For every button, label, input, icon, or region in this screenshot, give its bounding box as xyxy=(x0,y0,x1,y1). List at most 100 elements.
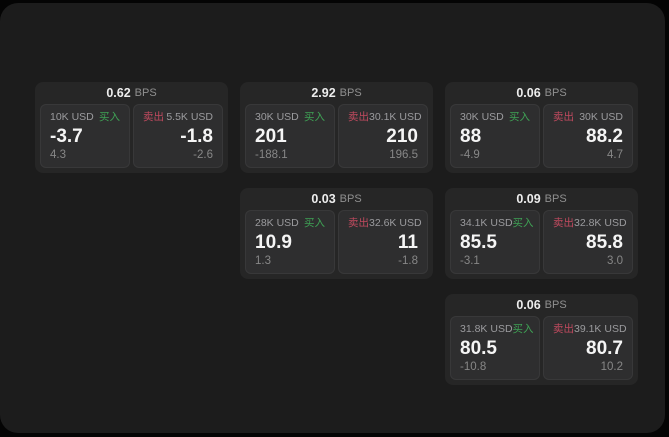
quote-card: 0.62 BPS 10K USD 买入 -3.7 4.3 卖出 5.5K USD xyxy=(35,82,228,173)
buy-tile-top: 31.8K USD 买入 xyxy=(460,323,534,336)
buy-sub-value: 4.3 xyxy=(50,149,66,161)
buy-tile[interactable]: 34.1K USD 买入 85.5 -3.1 xyxy=(450,210,540,274)
quote-card: 2.92 BPS 30K USD 买入 201 -188.1 卖出 30.1K … xyxy=(240,82,433,173)
sell-sub-value: 196.5 xyxy=(389,149,418,161)
sell-tile-top: 卖出 39.1K USD xyxy=(553,323,627,336)
buy-notional: 30K USD xyxy=(255,111,299,123)
buy-sub-value: -4.9 xyxy=(460,149,480,161)
buy-tile-top: 10K USD 买入 xyxy=(50,111,120,124)
sell-tile[interactable]: 卖出 30.1K USD 210 196.5 xyxy=(338,104,428,168)
sell-side-label: 卖出 xyxy=(553,111,574,123)
sell-tile-top: 卖出 30K USD xyxy=(553,111,623,124)
buy-tile[interactable]: 10K USD 买入 -3.7 4.3 xyxy=(40,104,130,168)
buy-price: 10.9 xyxy=(255,232,292,253)
buy-tile-top: 28K USD 买入 xyxy=(255,217,325,230)
bps-value: 0.06 xyxy=(516,86,541,100)
sell-side-label: 卖出 xyxy=(348,217,369,229)
price-tiles: 31.8K USD 买入 80.5 -10.8 卖出 39.1K USD 80.… xyxy=(445,313,638,385)
sell-tile-top: 卖出 32.8K USD xyxy=(553,217,627,230)
buy-notional: 31.8K USD xyxy=(460,323,513,335)
sell-side-label: 卖出 xyxy=(553,323,574,335)
buy-sub-value: -10.8 xyxy=(460,361,487,373)
bps-unit-label: BPS xyxy=(134,87,157,99)
sell-tile-top: 卖出 30.1K USD xyxy=(348,111,422,124)
sell-sub-value: -2.6 xyxy=(193,149,213,161)
sell-notional: 30K USD xyxy=(579,111,623,123)
price-tiles: 34.1K USD 买入 85.5 -3.1 卖出 32.8K USD 85.8… xyxy=(445,207,638,279)
quote-card: 0.06 BPS 30K USD 买入 88 -4.9 卖出 30K USD xyxy=(445,82,638,173)
bps-header: 0.06 BPS xyxy=(445,294,638,313)
buy-price: 201 xyxy=(255,126,287,147)
sell-price: 80.7 xyxy=(586,338,623,359)
sell-tile[interactable]: 卖出 39.1K USD 80.7 10.2 xyxy=(543,316,633,380)
sell-tile[interactable]: 卖出 32.6K USD 11 -1.8 xyxy=(338,210,428,274)
sell-sub-value: 10.2 xyxy=(600,361,623,373)
quote-cards-grid: 0.62 BPS 10K USD 买入 -3.7 4.3 卖出 5.5K USD xyxy=(35,82,638,385)
buy-price: 85.5 xyxy=(460,232,497,253)
sell-notional: 30.1K USD xyxy=(369,111,422,123)
bps-unit-label: BPS xyxy=(339,87,362,99)
sell-price: -1.8 xyxy=(180,126,213,147)
buy-side-label: 买入 xyxy=(304,217,325,229)
bps-header: 2.92 BPS xyxy=(240,82,433,101)
sell-tile[interactable]: 卖出 30K USD 88.2 4.7 xyxy=(543,104,633,168)
sell-tile[interactable]: 卖出 32.8K USD 85.8 3.0 xyxy=(543,210,633,274)
buy-notional: 30K USD xyxy=(460,111,504,123)
buy-side-label: 买入 xyxy=(509,111,530,123)
buy-side-label: 买入 xyxy=(512,323,534,335)
buy-tile-top: 30K USD 买入 xyxy=(460,111,530,124)
buy-notional: 10K USD xyxy=(50,111,94,123)
sell-tile-top: 卖出 5.5K USD xyxy=(143,111,213,124)
bps-unit-label: BPS xyxy=(544,193,567,205)
quote-card: 0.03 BPS 28K USD 买入 10.9 1.3 卖出 32.6K US… xyxy=(240,188,433,279)
quotes-panel: 0.62 BPS 10K USD 买入 -3.7 4.3 卖出 5.5K USD xyxy=(0,3,665,433)
sell-notional: 5.5K USD xyxy=(166,111,213,123)
sell-notional: 32.6K USD xyxy=(369,217,422,229)
price-tiles: 30K USD 买入 201 -188.1 卖出 30.1K USD 210 1… xyxy=(240,101,433,173)
buy-tile-top: 30K USD 买入 xyxy=(255,111,325,124)
bps-value: 0.62 xyxy=(106,86,131,100)
bps-value: 2.92 xyxy=(311,86,336,100)
buy-notional: 28K USD xyxy=(255,217,299,229)
sell-tile[interactable]: 卖出 5.5K USD -1.8 -2.6 xyxy=(133,104,223,168)
sell-sub-value: 4.7 xyxy=(607,149,623,161)
price-tiles: 28K USD 买入 10.9 1.3 卖出 32.6K USD 11 -1.8 xyxy=(240,207,433,279)
buy-price: 88 xyxy=(460,126,482,147)
price-tiles: 10K USD 买入 -3.7 4.3 卖出 5.5K USD -1.8 -2.… xyxy=(35,101,228,173)
buy-side-label: 买入 xyxy=(99,111,120,123)
price-tiles: 30K USD 买入 88 -4.9 卖出 30K USD 88.2 4.7 xyxy=(445,101,638,173)
buy-tile[interactable]: 30K USD 买入 88 -4.9 xyxy=(450,104,540,168)
buy-tile[interactable]: 31.8K USD 买入 80.5 -10.8 xyxy=(450,316,540,380)
buy-side-label: 买入 xyxy=(304,111,325,123)
buy-price: -3.7 xyxy=(50,126,83,147)
sell-side-label: 卖出 xyxy=(553,217,574,229)
bps-value: 0.06 xyxy=(516,298,541,312)
bps-unit-label: BPS xyxy=(544,299,567,311)
quote-card: 0.06 BPS 31.8K USD 买入 80.5 -10.8 卖出 39.1… xyxy=(445,294,638,385)
quote-card: 0.09 BPS 34.1K USD 买入 85.5 -3.1 卖出 32.8K… xyxy=(445,188,638,279)
buy-tile-top: 34.1K USD 买入 xyxy=(460,217,534,230)
buy-notional: 34.1K USD xyxy=(460,217,513,229)
buy-sub-value: 1.3 xyxy=(255,255,271,267)
sell-side-label: 卖出 xyxy=(143,111,164,123)
buy-tile[interactable]: 30K USD 买入 201 -188.1 xyxy=(245,104,335,168)
buy-side-label: 买入 xyxy=(512,217,534,229)
bps-unit-label: BPS xyxy=(339,193,362,205)
sell-sub-value: 3.0 xyxy=(607,255,623,267)
buy-sub-value: -188.1 xyxy=(255,149,288,161)
buy-price: 80.5 xyxy=(460,338,497,359)
bps-header: 0.03 BPS xyxy=(240,188,433,207)
sell-notional: 39.1K USD xyxy=(574,323,627,335)
bps-header: 0.09 BPS xyxy=(445,188,638,207)
bps-value: 0.03 xyxy=(311,192,336,206)
sell-price: 11 xyxy=(397,232,418,253)
sell-side-label: 卖出 xyxy=(348,111,369,123)
bps-header: 0.06 BPS xyxy=(445,82,638,101)
bps-unit-label: BPS xyxy=(544,87,567,99)
buy-sub-value: -3.1 xyxy=(460,255,480,267)
buy-tile[interactable]: 28K USD 买入 10.9 1.3 xyxy=(245,210,335,274)
bps-header: 0.62 BPS xyxy=(35,82,228,101)
sell-notional: 32.8K USD xyxy=(574,217,627,229)
sell-sub-value: -1.8 xyxy=(398,255,418,267)
sell-tile-top: 卖出 32.6K USD xyxy=(348,217,422,230)
